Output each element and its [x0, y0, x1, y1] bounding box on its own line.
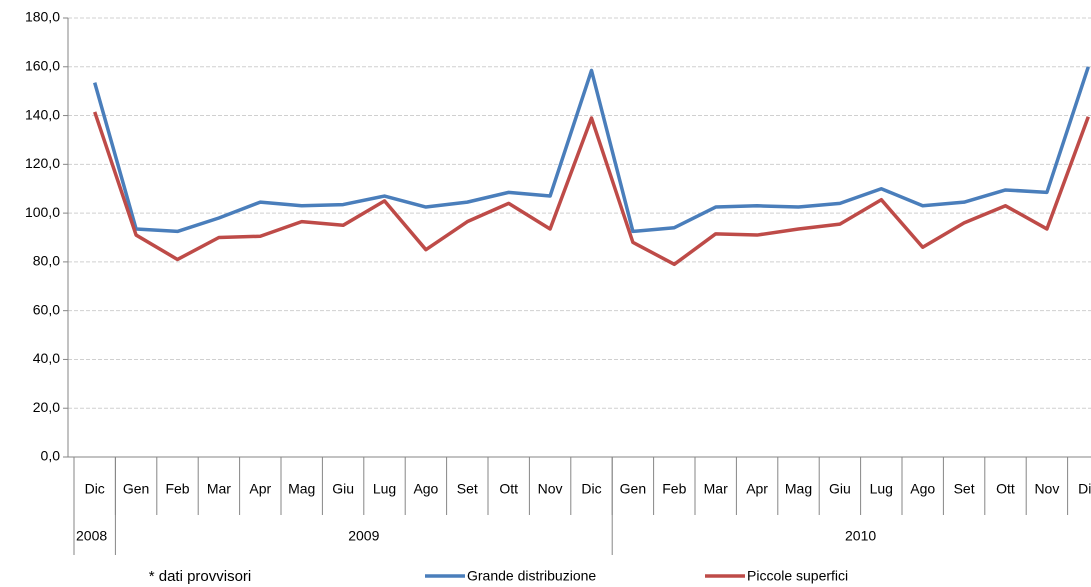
legend-label: Piccole superfici: [747, 568, 848, 584]
x-tick-label: Apr: [746, 481, 768, 497]
x-tick-label: Lug: [870, 481, 893, 497]
legend-label: Grande distribuzione: [467, 568, 596, 584]
y-tick-label: 80,0: [33, 253, 60, 269]
y-tick-label: 0,0: [41, 448, 61, 464]
group-label: 2009: [348, 528, 379, 544]
x-tick-label: Dic: [1078, 481, 1091, 497]
x-tick-label: Feb: [662, 481, 686, 497]
x-tick-label: Lug: [373, 481, 396, 497]
x-tick-label: Ott: [499, 481, 518, 497]
x-tick-label: Mag: [288, 481, 315, 497]
y-tick-label: 180,0: [25, 9, 60, 25]
x-tick-label: Nov: [1034, 481, 1059, 497]
x-tick-label: Gen: [123, 481, 149, 497]
x-tick-label: Giu: [829, 481, 851, 497]
y-tick-label: 60,0: [33, 301, 60, 317]
x-tick-label: Dic: [85, 481, 105, 497]
x-tick-label: Mar: [207, 481, 231, 497]
x-tick-label: Ott: [996, 481, 1015, 497]
x-tick-label: Feb: [165, 481, 189, 497]
x-tick-label: Set: [457, 481, 478, 497]
group-label: 2008: [76, 528, 107, 544]
y-tick-label: 100,0: [25, 204, 60, 220]
x-tick-label: Dic: [581, 481, 601, 497]
y-tick-label: 20,0: [33, 399, 60, 415]
series-line: [93, 111, 1090, 267]
group-label: 2010: [845, 528, 876, 544]
y-tick-label: 160,0: [25, 57, 60, 73]
series-line: [93, 66, 1090, 234]
x-tick-label: Giu: [332, 481, 354, 497]
x-tick-label: Ago: [910, 481, 935, 497]
x-tick-label: Ago: [413, 481, 438, 497]
x-tick-label: Apr: [249, 481, 271, 497]
x-tick-label: Nov: [538, 481, 563, 497]
y-tick-label: 40,0: [33, 350, 60, 366]
x-tick-label: Set: [954, 481, 975, 497]
y-tick-label: 120,0: [25, 155, 60, 171]
y-tick-label: 140,0: [25, 106, 60, 122]
x-tick-label: Mag: [785, 481, 812, 497]
x-tick-label: Mar: [704, 481, 728, 497]
note: * dati provvisori: [149, 568, 252, 585]
x-tick-label: Gen: [620, 481, 646, 497]
